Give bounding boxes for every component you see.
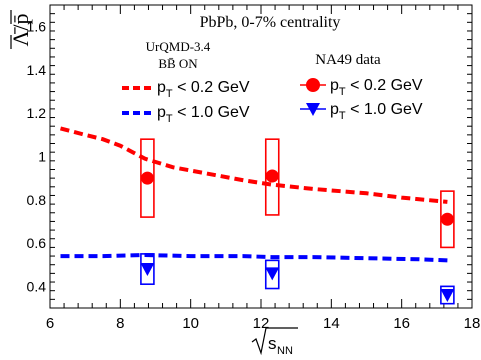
model-legend-label-1: pT < 1.0 GeV — [157, 104, 250, 125]
data-legend-title: NA49 data — [315, 52, 381, 68]
x-tick-label: 18 — [464, 315, 481, 332]
x-tick-label: 10 — [182, 315, 199, 332]
data-point — [265, 267, 280, 281]
y-axis-label: Λ̄/p̄ — [8, 13, 33, 46]
data-point — [140, 171, 154, 185]
data-point — [440, 289, 455, 303]
x-tick-label: 8 — [116, 315, 124, 332]
y-tick-label: 1 — [38, 149, 46, 165]
data-legend-marker-0 — [306, 78, 320, 92]
data-point — [140, 263, 155, 277]
sys-box — [264, 259, 280, 290]
data-legend-label-1: pT < 1.0 GeV — [330, 101, 423, 122]
y-tick-label: 0.8 — [27, 192, 47, 208]
y-tick-label: 1.2 — [27, 105, 47, 121]
model-legend-label-0: pT < 0.2 GeV — [157, 79, 250, 100]
plot-frame — [49, 4, 473, 309]
data-point — [265, 169, 279, 183]
model-curve-0 — [59, 126, 448, 204]
data-legend-label-0: pT < 0.2 GeV — [330, 77, 423, 98]
x-axis-label: s NN — [251, 327, 298, 357]
x-tick-label: 16 — [393, 315, 410, 332]
chart-title: PbPb, 0-7% centrality — [200, 14, 341, 31]
sys-box — [140, 253, 155, 285]
data-point — [440, 212, 454, 226]
model-legend-title-2: BB̄ ON — [158, 56, 198, 71]
y-tick-label: 1.6 — [27, 19, 47, 35]
x-tick-label: 6 — [46, 315, 54, 332]
sqrt-sign — [251, 327, 298, 356]
y-tick-label: 1.4 — [27, 62, 47, 78]
sys-box — [440, 285, 455, 305]
y-tick-label: 0.4 — [27, 278, 47, 294]
data-legend-marker-1 — [306, 103, 320, 116]
x-tick-label: 12 — [253, 315, 270, 332]
x-tick-label: 14 — [323, 315, 340, 332]
y-tick-label: 0.6 — [27, 235, 47, 251]
model-legend-title-1: UrQMD-3.4 — [146, 39, 211, 54]
sys-box — [264, 138, 280, 216]
x-axis-label-text: s — [268, 334, 277, 353]
model-curve-1 — [60, 252, 448, 263]
x-axis-label-sub: NN — [277, 345, 293, 357]
